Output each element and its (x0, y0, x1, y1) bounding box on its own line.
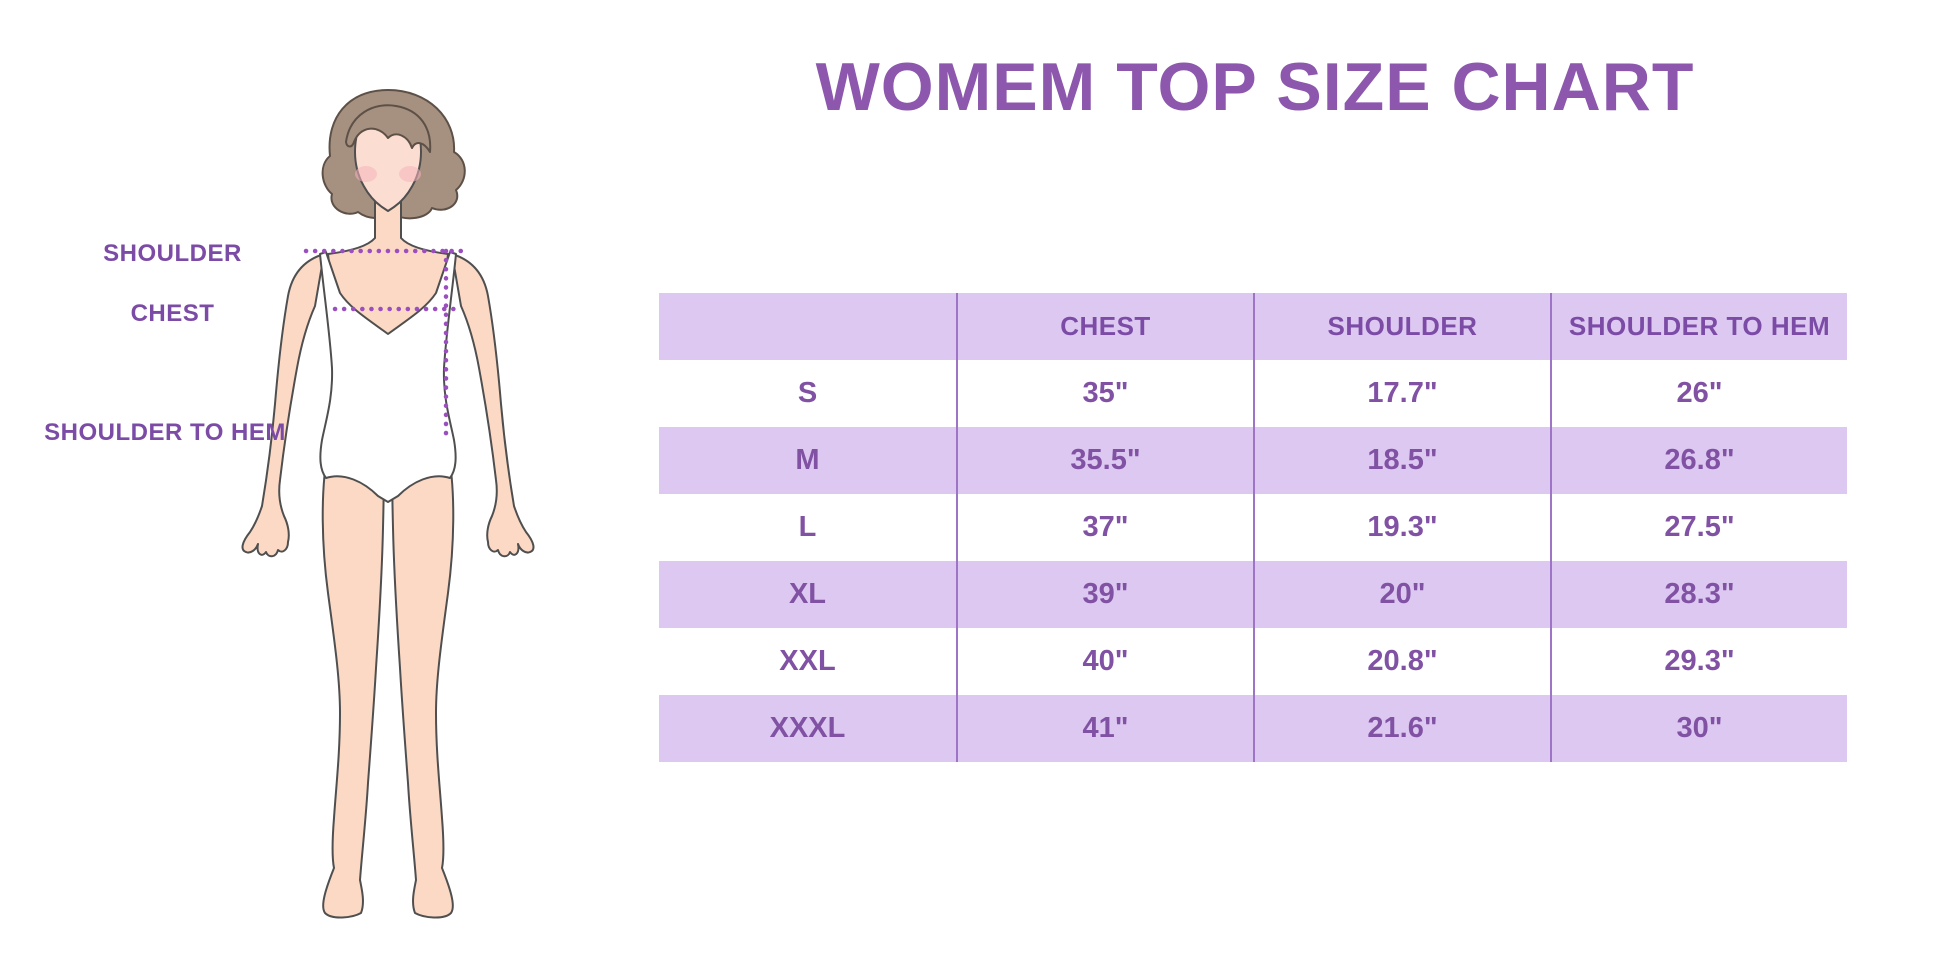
chest-value: 35.5" (956, 427, 1253, 494)
shoulder-to-hem-value: 28.3" (1550, 561, 1847, 628)
chest-value: 41" (956, 695, 1253, 762)
shoulder-measurement-label: SHOULDER (103, 240, 242, 267)
right-leg-shape (391, 449, 455, 919)
chest-value: 40" (956, 628, 1253, 695)
shoulder-to-hem-value: 26" (1550, 360, 1847, 427)
table-row: L 37" 19.3" 27.5" (659, 494, 1847, 561)
chest-measurement-label: CHEST (130, 300, 215, 327)
table-row: XL 39" 20" 28.3" (659, 561, 1847, 628)
woman-figure-illustration (241, 89, 535, 919)
shoulder-value: 18.5" (1253, 427, 1550, 494)
shoulder-to-hem-value: 29.3" (1550, 628, 1847, 695)
size-label: XXL (779, 645, 836, 677)
left-blush (355, 166, 377, 182)
header-cell-shoulder-to-hem: SHOULDER TO HEM (1550, 293, 1847, 360)
right-arm-shape (451, 253, 535, 558)
shoulder-value: 20.8" (1253, 628, 1550, 695)
size-label: XL (788, 578, 827, 610)
table-row: XXL 40" 20.8" 29.3" (659, 628, 1847, 695)
shoulder-value: 19.3" (1253, 494, 1550, 561)
size-label: S (797, 377, 818, 409)
right-blush (399, 166, 421, 182)
left-leg-shape (321, 449, 385, 919)
table-header-row: CHEST SHOULDER SHOULDER TO HEM (659, 293, 1847, 360)
table-row: M 35.5" 18.5" 26.8" (659, 427, 1847, 494)
leotard-shape (319, 251, 457, 503)
table-row: XXXL 41" 21.6" 30" (659, 695, 1847, 762)
chest-value: 37" (956, 494, 1253, 561)
header-cell-shoulder: SHOULDER (1253, 293, 1550, 360)
size-label: XXXL (769, 712, 846, 744)
size-label: L (798, 511, 817, 543)
header-cell-chest: CHEST (956, 293, 1253, 360)
shoulder-value: 21.6" (1253, 695, 1550, 762)
size-label: M (795, 444, 820, 476)
table-row: S 35" 17.7" 26" (659, 360, 1847, 427)
chest-value: 39" (956, 561, 1253, 628)
shoulder-to-hem-value: 27.5" (1550, 494, 1847, 561)
size-table: CHEST SHOULDER SHOULDER TO HEM S 35" 17.… (659, 293, 1847, 762)
page-title: WOMEM TOP SIZE CHART (815, 49, 1695, 125)
chest-value: 35" (956, 360, 1253, 427)
shoulder-to-hem-value: 30" (1550, 695, 1847, 762)
left-arm-shape (241, 253, 325, 558)
hair-fringe-shape (345, 104, 432, 153)
shoulder-value: 17.7" (1253, 360, 1550, 427)
shoulder-value: 20" (1253, 561, 1550, 628)
shoulder-to-hem-value: 26.8" (1550, 427, 1847, 494)
shoulder-to-hem-measurement-label: SHOULDER TO HEM (44, 419, 286, 446)
header-cell-size (659, 293, 956, 360)
